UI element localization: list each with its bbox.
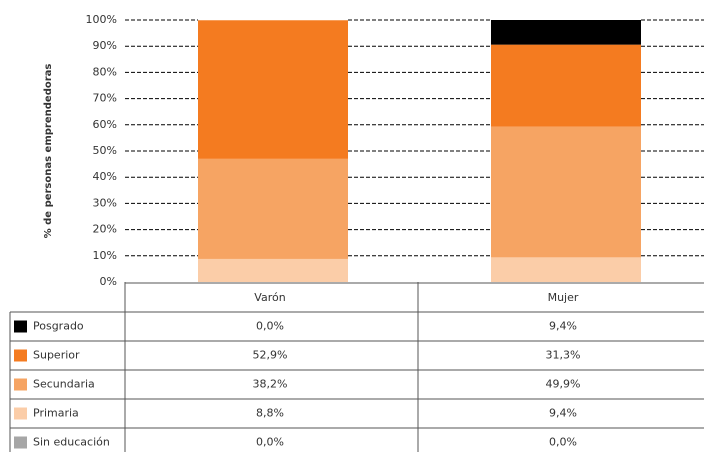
bar-segment — [491, 44, 641, 127]
bar-segment — [491, 257, 641, 282]
y-tick-label: 0% — [100, 275, 117, 288]
value-label: 0,0% — [256, 436, 284, 449]
legend-label: Posgrado — [33, 320, 84, 333]
y-tick-label: 80% — [93, 65, 117, 78]
value-label: 52,9% — [253, 349, 288, 362]
y-tick-label: 70% — [93, 92, 117, 105]
column-header: Mujer — [548, 291, 579, 304]
value-label: 31,3% — [546, 349, 581, 362]
y-tick-label: 60% — [93, 118, 117, 131]
y-tick-label: 10% — [93, 249, 117, 262]
bar-segment — [198, 158, 348, 259]
value-label: 8,8% — [256, 407, 284, 420]
value-label: 49,9% — [546, 378, 581, 391]
legend-label: Sin educación — [33, 436, 110, 449]
bar-segment — [491, 126, 641, 258]
legend-label: Superior — [33, 349, 80, 362]
column-header: Varón — [254, 291, 285, 304]
y-tick-label: 40% — [93, 170, 117, 183]
legend-swatch — [14, 378, 27, 391]
bar-segment — [491, 20, 641, 45]
legend-swatch — [14, 407, 27, 420]
y-tick-label: 30% — [93, 196, 117, 209]
legend-label: Primaria — [33, 407, 79, 420]
value-label: 38,2% — [253, 378, 288, 391]
legend-swatch — [14, 320, 27, 333]
value-label: 0,0% — [256, 320, 284, 333]
y-tick-label: 50% — [93, 144, 117, 157]
legend-swatch — [14, 349, 27, 362]
y-tick-label: 20% — [93, 223, 117, 236]
y-axis-label: % de personas emprendedoras — [43, 64, 54, 239]
y-tick-label: 90% — [93, 39, 117, 52]
value-label: 0,0% — [549, 436, 577, 449]
value-label: 9,4% — [549, 407, 577, 420]
legend-swatch — [14, 436, 27, 449]
bar-segment — [198, 20, 348, 159]
bar-segment — [198, 258, 348, 282]
y-tick-label: 100% — [86, 13, 117, 26]
value-label: 9,4% — [549, 320, 577, 333]
legend-label: Secundaria — [33, 378, 95, 391]
